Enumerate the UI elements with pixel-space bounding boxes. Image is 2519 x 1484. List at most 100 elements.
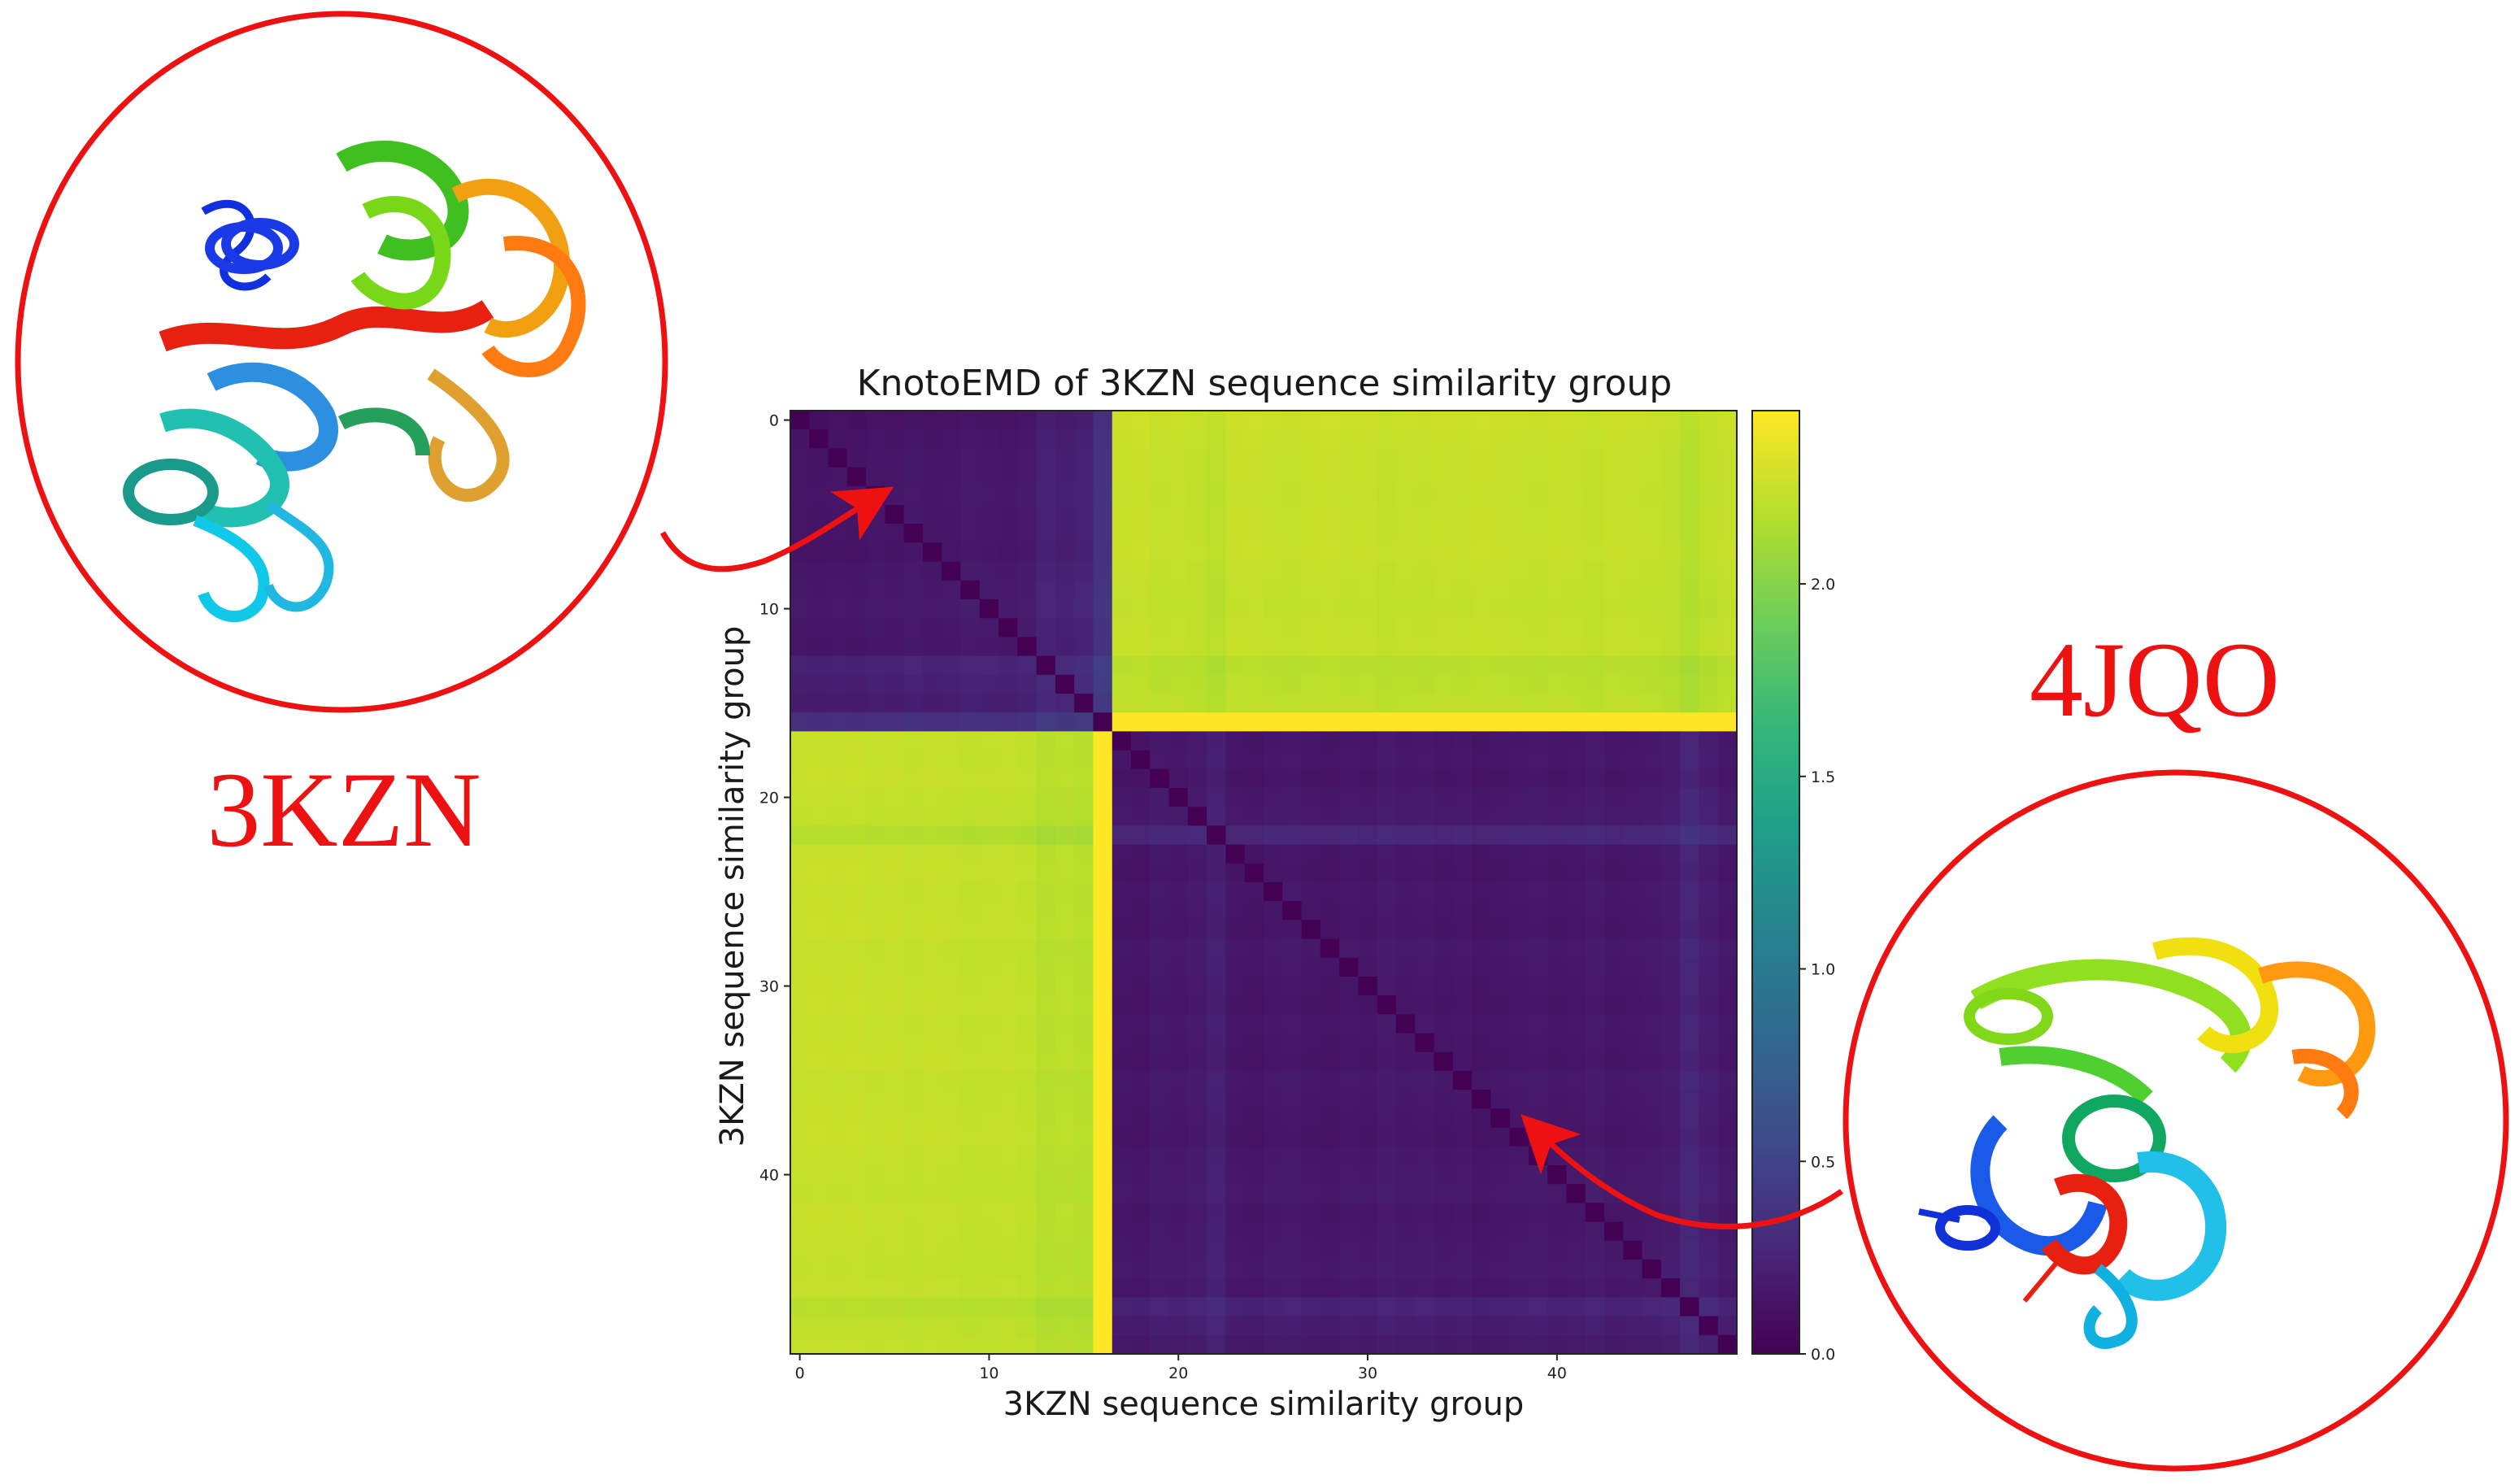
heatmap-cell (1093, 411, 1113, 430)
heatmap-cell (866, 1297, 885, 1317)
heatmap-cell (1131, 844, 1151, 864)
heatmap-cell (1339, 1165, 1359, 1185)
heatmap-cell (1112, 938, 1132, 959)
heatmap-cell (1585, 1334, 1605, 1355)
heatmap-cell (1339, 637, 1359, 657)
heatmap-cell (1074, 524, 1094, 543)
heatmap-cell (1585, 712, 1605, 732)
heatmap-cell (942, 1260, 962, 1279)
heatmap-cell (809, 1316, 829, 1336)
heatmap-cell (1150, 1014, 1170, 1034)
heatmap-cell (1717, 825, 1738, 846)
heatmap-cell (1680, 901, 1700, 920)
heatmap-cell (846, 825, 867, 846)
heatmap-cell (1623, 788, 1643, 807)
heatmap-cell (1585, 1203, 1605, 1223)
heatmap-cell (1055, 467, 1075, 487)
x-tick-label: 0 (795, 1364, 805, 1382)
heatmap-cell (1320, 788, 1340, 807)
heatmap-cell (942, 1033, 962, 1053)
heatmap-cell (1036, 825, 1056, 846)
heatmap-cell (1642, 485, 1662, 506)
heatmap-cell (1074, 1071, 1094, 1090)
heatmap-cell (1168, 580, 1189, 600)
heatmap-cell (1282, 580, 1303, 600)
heatmap-cell (1055, 1316, 1075, 1336)
heatmap-cell (1282, 1278, 1303, 1298)
heatmap-cell (1320, 1278, 1340, 1298)
heatmap-cell (790, 844, 810, 864)
heatmap-cell (1074, 618, 1094, 638)
heatmap-cell (1358, 1146, 1378, 1166)
heatmap-cell (1395, 524, 1416, 543)
arrow-to-4jqo-block (1521, 1114, 1843, 1229)
heatmap-cell (1339, 750, 1359, 770)
heatmap-cell (1509, 1240, 1529, 1260)
heatmap-cell (1036, 1165, 1056, 1185)
heatmap-cell (1585, 844, 1605, 864)
heatmap-cell (1036, 863, 1056, 883)
heatmap-cell (885, 1316, 905, 1336)
arrow-to-3kzn-block (659, 486, 894, 572)
heatmap-cell (998, 901, 1018, 920)
heatmap-cell (1717, 901, 1738, 920)
heatmap-cell (1528, 1278, 1548, 1298)
heatmap-cell (885, 825, 905, 846)
heatmap-cell (1187, 712, 1207, 732)
heatmap-cell (903, 938, 924, 959)
heatmap-cell (1604, 1108, 1624, 1129)
heatmap-cell (998, 995, 1018, 1015)
heatmap-cell (1036, 1033, 1056, 1053)
heatmap-cell (1187, 901, 1207, 920)
heatmap-cell (1395, 788, 1416, 807)
heatmap-cell (1112, 429, 1132, 449)
heatmap-cell (1566, 1127, 1586, 1147)
heatmap-cell (1395, 882, 1416, 902)
heatmap-cell (922, 1240, 942, 1260)
heatmap-cell (1434, 995, 1454, 1015)
heatmap-cell (1623, 1071, 1643, 1090)
heatmap-cell (1282, 411, 1303, 430)
heatmap-cell (1377, 1203, 1397, 1223)
heatmap-cell (1339, 863, 1359, 883)
heatmap-cell (1131, 731, 1151, 751)
heatmap-cell (1395, 1297, 1416, 1317)
heatmap-cell (1660, 1108, 1681, 1129)
heatmap-cell (1660, 1146, 1681, 1166)
heatmap-cell (1168, 825, 1189, 846)
heatmap-cell (1717, 618, 1738, 638)
heatmap-cell (1377, 1221, 1397, 1242)
heatmap-cell (1680, 712, 1700, 732)
heatmap-cell (1168, 1297, 1189, 1317)
heatmap-cell (1377, 618, 1397, 638)
heatmap-cell (942, 655, 962, 676)
heatmap-cell (1264, 750, 1283, 770)
heatmap-cell (1642, 995, 1662, 1015)
heatmap-cell (1415, 825, 1435, 846)
heatmap-cell (1585, 938, 1605, 959)
heatmap-cell (979, 542, 999, 563)
heatmap-cell (1150, 580, 1170, 600)
heatmap-cell (1131, 580, 1151, 600)
heatmap-cell (1660, 1334, 1681, 1355)
heatmap-cell (1168, 1108, 1189, 1129)
heatmap-cell (1093, 618, 1113, 638)
heatmap-cell (922, 1334, 942, 1355)
heatmap-cell (1225, 1260, 1246, 1279)
heatmap-cell (846, 1051, 867, 1072)
heatmap-cell (1282, 1316, 1303, 1336)
heatmap-cell (1604, 1014, 1624, 1034)
heatmap-cell (1112, 674, 1132, 694)
heatmap-cell (922, 1184, 942, 1203)
heatmap-cell (1452, 411, 1473, 430)
heatmap-cell (1395, 901, 1416, 920)
heatmap-cell (866, 694, 885, 713)
heatmap-cell (1055, 1240, 1075, 1260)
heatmap-cell (1604, 1033, 1624, 1053)
heatmap-cell (979, 882, 999, 902)
heatmap-cell (1093, 1240, 1113, 1260)
heatmap-cell (1093, 882, 1113, 902)
heatmap-cell (1452, 655, 1473, 676)
heatmap-cell (1680, 768, 1700, 789)
